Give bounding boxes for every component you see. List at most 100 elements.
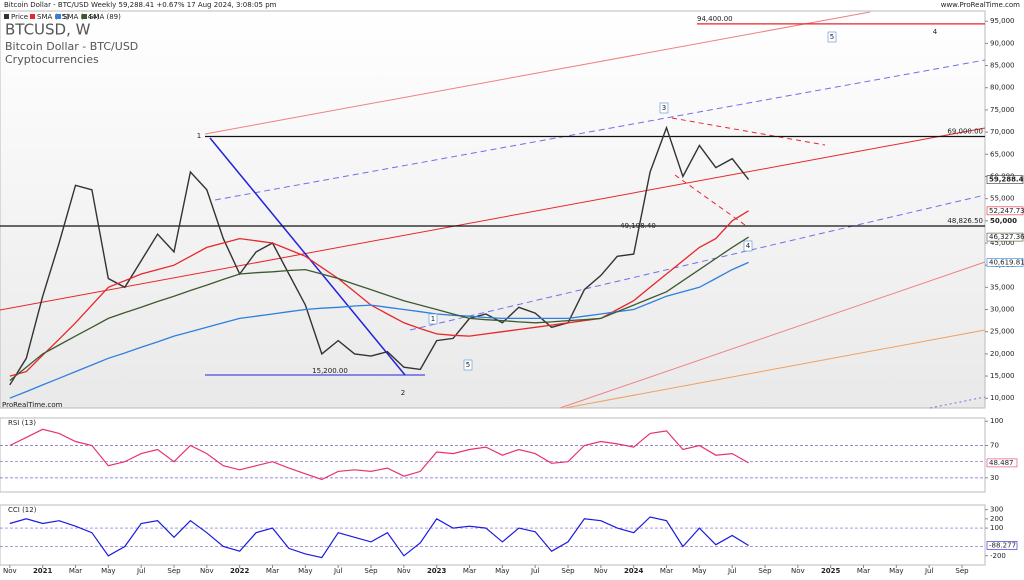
legend-label: Price — [11, 13, 28, 21]
x-tick-label: Mar — [463, 567, 476, 575]
y-tick-label: 30 — [990, 474, 999, 482]
header-title: Bitcoin Dollar - BTC/USD Weekly 59,288.4… — [4, 1, 277, 9]
price-panel — [0, 10, 986, 409]
x-tick-label: Sep — [561, 567, 575, 575]
x-tick-label: 2024 — [624, 567, 644, 575]
y-tick-label: 85,000 — [990, 62, 1015, 70]
y-tick-label: 10,000 — [990, 394, 1015, 402]
x-tick-label: Mar — [660, 567, 673, 575]
y-tick-label: 300 — [990, 506, 1003, 514]
annotation: 49,198.40 — [620, 222, 656, 230]
x-tick-label: Jul — [727, 567, 737, 575]
annotation-box — [743, 240, 753, 252]
level-label: 69,000.00 — [947, 128, 983, 136]
legend-label: SMA (144) — [63, 13, 100, 21]
y-tick-label: 35,000 — [990, 283, 1015, 291]
annotation-box — [827, 31, 837, 43]
x-tick-label: Mar — [266, 567, 279, 575]
watermark: ProRealTime.com — [2, 401, 63, 409]
x-tick-label: May — [298, 567, 312, 575]
annotation: 5 — [830, 33, 834, 41]
x-tick-label: Nov — [397, 567, 411, 575]
rsi-name: RSI (13) — [8, 419, 36, 427]
y-tick-label: 100 — [990, 524, 1003, 532]
y-tick-label: -200 — [990, 552, 1006, 560]
y-tick-label: 50,000 — [990, 217, 1017, 225]
last-value-label: 40,619.81 — [989, 258, 1024, 266]
annotation: 3 — [662, 104, 666, 112]
annotation: 15,200.00 — [312, 367, 348, 375]
series-line — [9, 428, 749, 481]
instrument: Bitcoin Dollar - BTC/USD — [5, 40, 138, 53]
last-value-box — [986, 458, 1018, 468]
annotation: 1 — [431, 315, 435, 323]
x-tick-label: Nov — [3, 567, 17, 575]
x-tick-label: 2025 — [821, 567, 841, 575]
x-tick-label: Jul — [924, 567, 934, 575]
last-value-box — [986, 258, 1024, 267]
y-tick-label: 80,000 — [990, 84, 1015, 92]
y-tick-label: 90,000 — [990, 39, 1015, 47]
site: www.ProRealTime.com — [941, 1, 1020, 9]
last-value-label: 59,288.41 — [989, 176, 1024, 184]
x-tick-label: 2021 — [33, 567, 53, 575]
series-line — [9, 236, 749, 382]
x-tick-label: Jul — [136, 567, 146, 575]
legend-swatch — [4, 14, 9, 19]
series-line — [9, 261, 749, 399]
level-label: 94,400.00 — [697, 15, 733, 23]
y-tick-label: 75,000 — [990, 106, 1015, 114]
series-line — [9, 210, 749, 377]
annotation: 1 — [197, 132, 201, 140]
y-tick-label: 100 — [990, 417, 1003, 425]
legend-swatch — [30, 14, 35, 19]
last-value-label: 52,247.73 — [989, 207, 1024, 215]
x-tick-label: 2022 — [230, 567, 250, 575]
rsi-panel — [0, 417, 986, 493]
x-tick-label: Sep — [364, 567, 378, 575]
legend-swatch — [82, 14, 87, 19]
x-tick-label: May — [889, 567, 903, 575]
last-value-label: 48.487 — [989, 459, 1014, 467]
y-tick-label: 65,000 — [990, 150, 1015, 158]
annotation: 2 — [401, 389, 405, 397]
level-label: 48,826.50 — [947, 217, 983, 225]
category: Cryptocurrencies — [5, 53, 99, 66]
last-value-box — [986, 541, 1018, 550]
legend-label: SMA (55) — [37, 13, 69, 21]
trend-channels — [0, 11, 986, 409]
x-tick-label: Nov — [200, 567, 214, 575]
last-value-box — [986, 232, 1024, 242]
annotation: 5 — [466, 361, 470, 369]
x-tick-label: May — [101, 567, 115, 575]
series-line — [9, 125, 750, 386]
last-value-label: -88.277 — [989, 541, 1016, 549]
last-value-box — [986, 175, 1024, 184]
x-tick-label: Sep — [758, 567, 772, 575]
x-tick-label: Mar — [857, 567, 870, 575]
annotation-box — [428, 313, 438, 325]
y-tick-label: 20,000 — [990, 350, 1015, 358]
annotation: 4 — [933, 28, 938, 36]
last-value-box — [986, 206, 1024, 216]
x-tick-label: Nov — [594, 567, 608, 575]
y-tick-label: 70,000 — [990, 128, 1015, 136]
legend-label: SMA (89) — [89, 13, 121, 21]
y-tick-label: 15,000 — [990, 372, 1015, 380]
annotation: 4 — [746, 242, 751, 250]
annotation-box — [659, 102, 669, 114]
annotation-box — [463, 359, 473, 371]
series-line — [9, 516, 749, 559]
cci-panel — [0, 504, 986, 566]
x-tick-label: Sep — [955, 567, 969, 575]
x-tick-label: Nov — [791, 567, 805, 575]
y-tick-label: 55,000 — [990, 195, 1015, 203]
y-tick-label: 200 — [990, 515, 1003, 523]
legend-swatch — [56, 14, 61, 19]
symbol: BTCUSD, W — [5, 21, 91, 39]
x-tick-label: 2023 — [427, 567, 447, 575]
y-tick-label: 45,000 — [990, 239, 1015, 247]
x-tick-label: Sep — [167, 567, 181, 575]
x-tick-label: Mar — [69, 567, 82, 575]
